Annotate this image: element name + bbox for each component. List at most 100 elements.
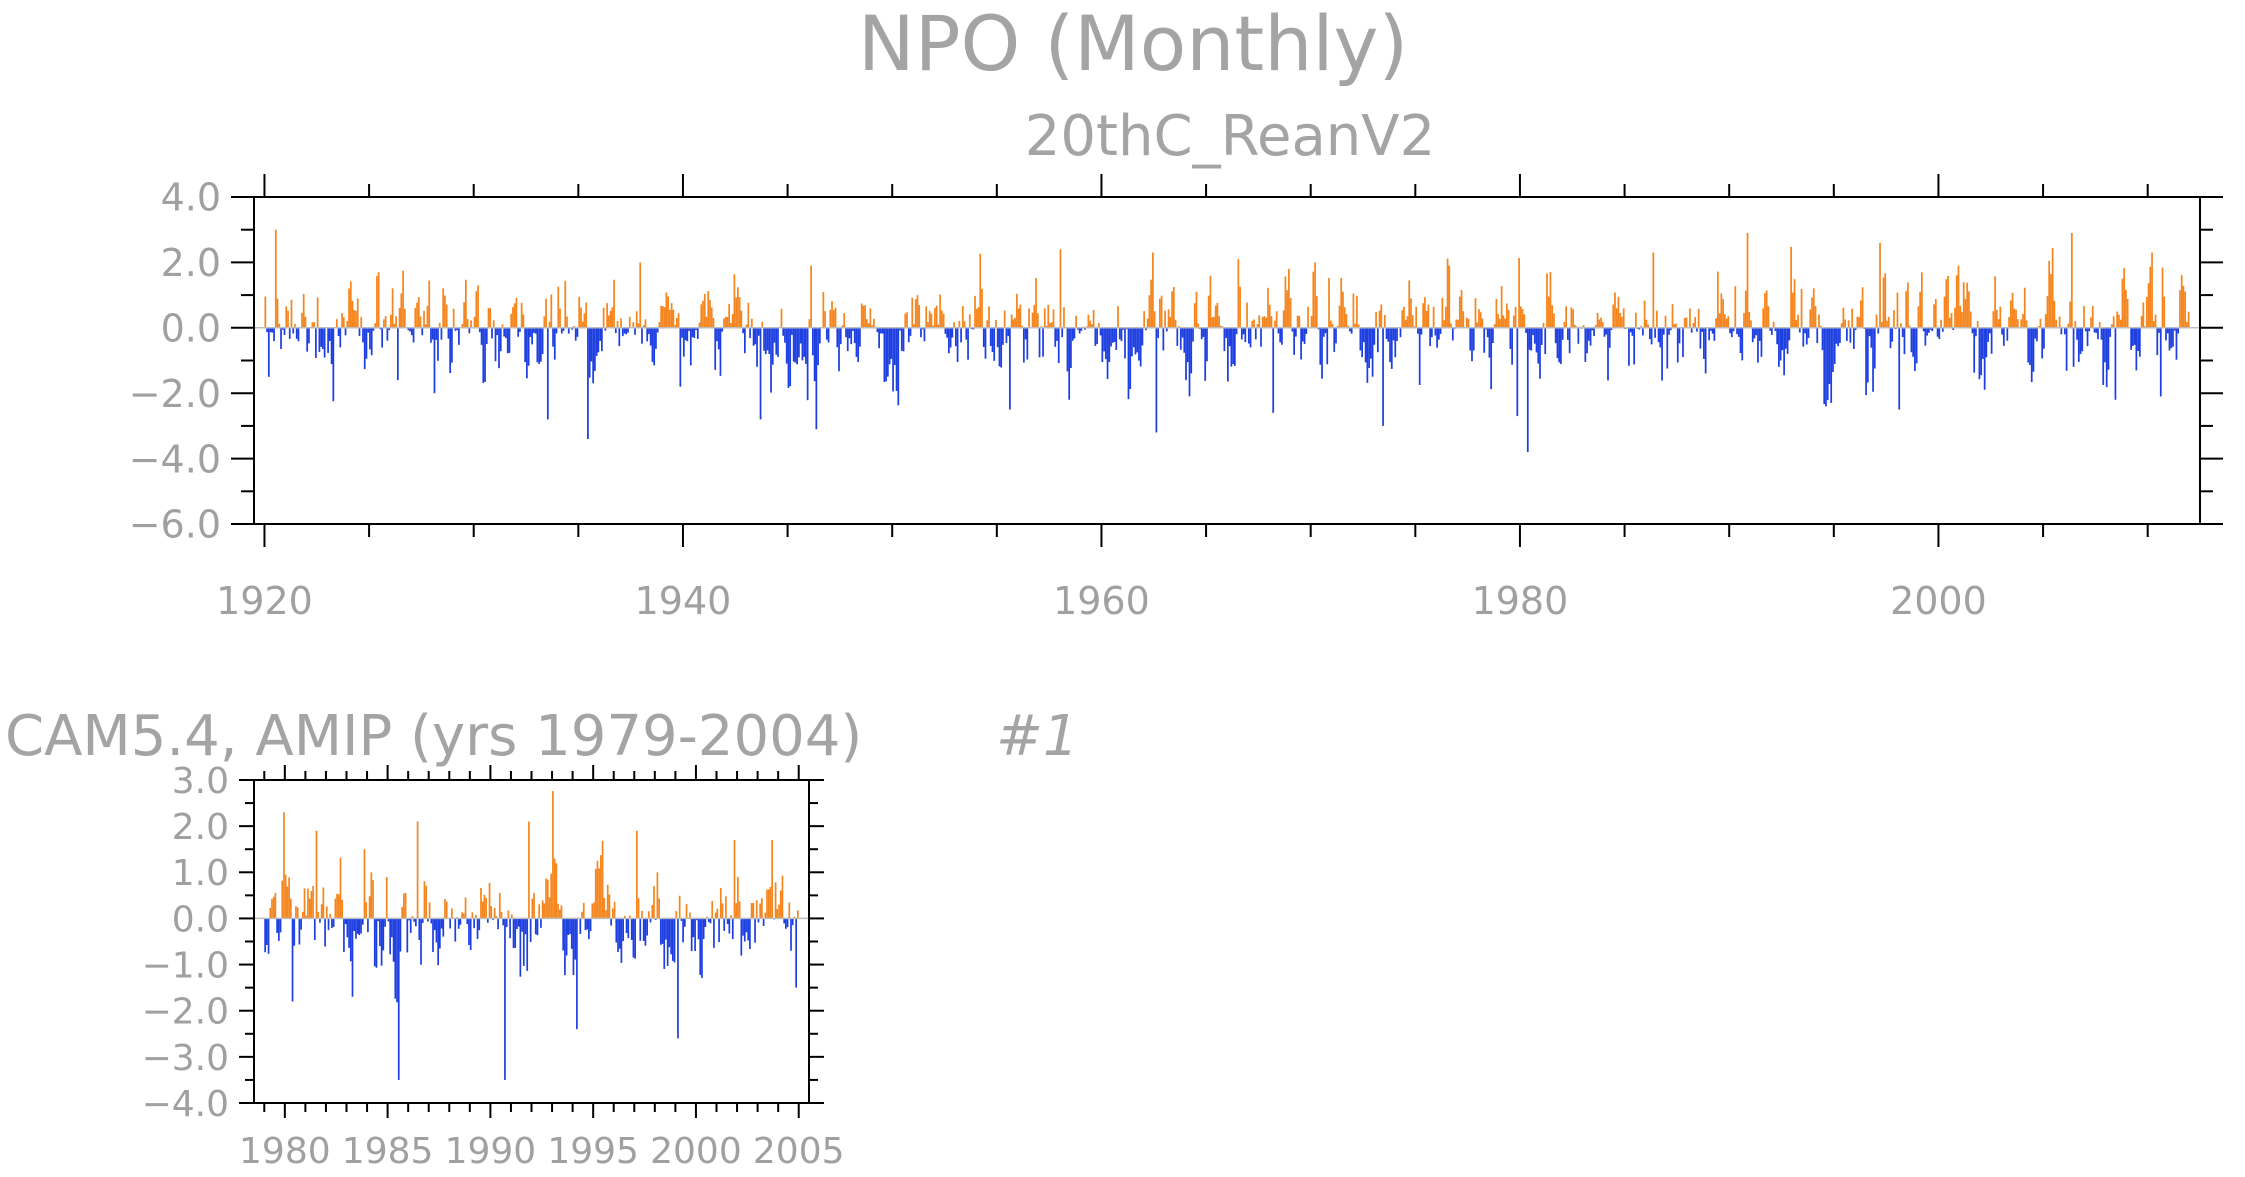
- positive-bar: [416, 302, 418, 328]
- positive-bar: [411, 916, 414, 919]
- negative-bar: [1061, 327, 1064, 338]
- positive-bar: [289, 898, 292, 919]
- positive-bar: [1791, 292, 1794, 328]
- negative-bar: [883, 327, 886, 383]
- positive-bar: [698, 322, 701, 328]
- positive-bar: [464, 897, 467, 919]
- positive-bar: [719, 888, 722, 919]
- negative-bar: [1272, 327, 1275, 413]
- negative-bar: [1106, 327, 1109, 379]
- negative-bar: [1631, 327, 1634, 336]
- negative-bar: [1537, 327, 1540, 364]
- negative-bar: [1227, 327, 1229, 382]
- negative-bar: [775, 327, 778, 355]
- positive-bar: [1640, 325, 1642, 328]
- negative-bar: [505, 327, 507, 339]
- positive-bar: [335, 319, 338, 328]
- negative-bar: [1560, 327, 1562, 364]
- positive-bar: [1727, 316, 1730, 328]
- negative-bar: [984, 327, 987, 359]
- positive-bar: [712, 318, 715, 328]
- positive-bar: [601, 840, 604, 919]
- negative-bar: [649, 918, 652, 923]
- positive-bar: [2116, 311, 2119, 328]
- positive-bar: [475, 291, 478, 328]
- positive-bar: [1945, 279, 1948, 328]
- negative-bar: [323, 327, 326, 358]
- negative-bar: [1007, 327, 1010, 337]
- negative-bar: [759, 327, 762, 420]
- positive-bar: [269, 907, 272, 919]
- negative-bar: [881, 327, 884, 334]
- positive-bar: [1600, 317, 1602, 328]
- y-tick-label: 1.0: [172, 853, 229, 894]
- positive-bar: [1499, 318, 1501, 328]
- negative-bar: [1437, 327, 1440, 340]
- negative-bar: [1183, 327, 1186, 353]
- negative-bar: [1638, 327, 1641, 330]
- negative-bar: [533, 327, 535, 333]
- negative-bar: [713, 918, 715, 948]
- negative-bar: [811, 327, 814, 356]
- negative-bar: [625, 327, 628, 335]
- positive-bar: [564, 280, 567, 328]
- positive-bar: [660, 305, 663, 328]
- positive-bar: [1256, 324, 1259, 328]
- negative-bar: [353, 918, 356, 931]
- positive-bar: [581, 911, 583, 919]
- negative-bar: [358, 327, 361, 336]
- positive-bar: [709, 299, 711, 328]
- negative-bar: [885, 327, 887, 382]
- positive-bar: [721, 903, 724, 919]
- negative-bar: [989, 327, 992, 346]
- negative-bar: [1190, 327, 1193, 374]
- negative-bar: [639, 918, 642, 941]
- positive-bar: [674, 325, 676, 328]
- negative-bar: [1783, 327, 1785, 376]
- positive-bar: [606, 303, 608, 328]
- positive-bar: [1969, 311, 1972, 328]
- negative-bar: [437, 327, 439, 361]
- negative-bar: [377, 918, 380, 922]
- negative-bar: [1054, 327, 1057, 347]
- negative-bar: [815, 327, 818, 430]
- negative-bar: [1786, 327, 1789, 354]
- negative-bar: [2138, 327, 2141, 357]
- negative-bar: [430, 327, 432, 343]
- positive-bar: [1033, 304, 1036, 328]
- negative-bar: [369, 327, 371, 350]
- negative-bar: [355, 918, 357, 939]
- negative-bar: [362, 327, 364, 343]
- positive-bar: [462, 913, 465, 919]
- negative-bar: [273, 327, 275, 342]
- positive-bar: [862, 305, 865, 328]
- negative-bar: [2084, 327, 2087, 332]
- positive-bar: [1314, 262, 1316, 328]
- negative-bar: [503, 327, 506, 337]
- positive-bar: [914, 299, 917, 328]
- negative-bar: [2086, 327, 2089, 347]
- negative-bar: [1068, 327, 1071, 400]
- positive-bar: [707, 291, 710, 328]
- negative-bar: [2100, 327, 2103, 340]
- positive-bar: [464, 279, 467, 328]
- y-tick-label: −3.0: [142, 1038, 229, 1079]
- positive-bar: [1917, 306, 1920, 328]
- negative-bar: [2072, 327, 2075, 367]
- positive-bar: [2140, 315, 2143, 328]
- positive-bar: [2154, 314, 2157, 328]
- positive-bar: [1014, 317, 1017, 328]
- negative-bar: [695, 327, 697, 331]
- positive-bar: [1500, 286, 1503, 328]
- negative-bar: [790, 918, 792, 951]
- negative-bar: [1903, 327, 1906, 355]
- negative-bar: [1713, 327, 1716, 341]
- positive-bar: [426, 305, 429, 328]
- positive-bar: [596, 860, 599, 919]
- negative-bar: [1000, 327, 1003, 368]
- positive-bar: [372, 880, 374, 919]
- negative-bar: [880, 327, 882, 334]
- negative-bar: [846, 327, 849, 352]
- positive-bar: [1999, 306, 2002, 328]
- negative-bar: [1781, 327, 1784, 351]
